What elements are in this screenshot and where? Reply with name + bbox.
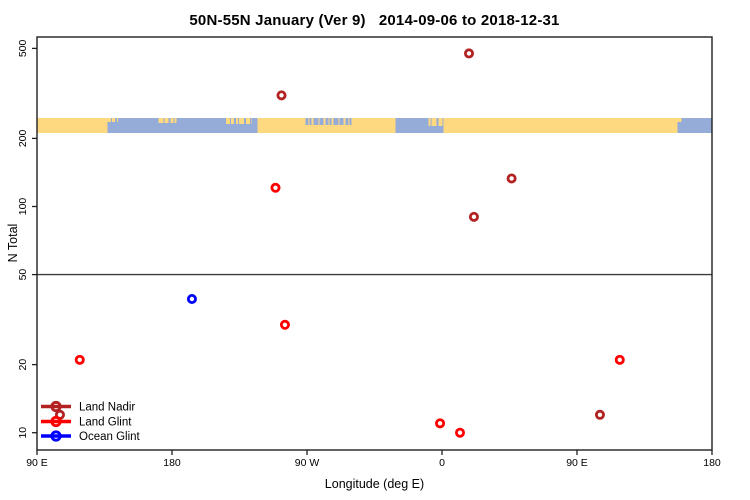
legend-label: Ocean Glint [79, 431, 141, 443]
data-point-land-glint [74, 354, 85, 365]
x-tick-label: 90 W [295, 457, 320, 469]
coastline-band-patch [239, 118, 244, 124]
coastline-band-patch [313, 118, 319, 125]
legend-marker [50, 415, 62, 428]
coastline-band-patch [438, 118, 443, 126]
x-tick-label: 0 [439, 457, 445, 469]
coastline-band-patch [345, 118, 349, 125]
y-tick-label: 200 [17, 129, 29, 147]
data-point-land-glint [279, 319, 290, 330]
y-tick-label: 100 [17, 198, 29, 216]
y-tick-label: 500 [17, 39, 29, 57]
coastline-band-patch [319, 118, 324, 125]
coastline-band-patch [677, 118, 682, 122]
data-point-land-nadir [463, 48, 474, 59]
data-point-land-glint [454, 427, 465, 438]
data-point-land-nadir [594, 409, 605, 420]
y-tick-label: 10 [17, 427, 29, 439]
coastline-band-patch [428, 118, 431, 126]
x-axis-title: Longitude (deg E) [324, 477, 425, 491]
coastline-band-segment [257, 118, 396, 133]
coastline-band-patch [107, 118, 111, 122]
data-point-land-nadir [506, 173, 517, 184]
x-tick-label: 90 E [26, 457, 48, 469]
coastline-band-patch [158, 118, 164, 123]
legend-marker [50, 400, 62, 413]
data-point-ocean-glint [186, 294, 197, 305]
coastline-band-patch [174, 118, 177, 123]
coastline-band-patch [333, 118, 339, 125]
data-point-land-nadir [468, 211, 479, 222]
coastline-band-patch [170, 118, 174, 123]
chart-title: 50N-55N January (Ver 9) 2014-09-06 to 20… [189, 12, 560, 29]
y-tick-label: 20 [17, 359, 29, 371]
x-tick-label: 180 [163, 457, 181, 469]
coastline-band-patch [349, 118, 352, 125]
coastline-band-patch [246, 118, 250, 124]
x-tick-label: 180 [703, 457, 721, 469]
coastline-band-patch [671, 118, 677, 122]
coastline-band-patch [325, 118, 329, 125]
coastline-band-segment [107, 118, 258, 133]
coastline-band-patch [431, 118, 437, 126]
data-point-land-nadir [276, 90, 287, 101]
y-axis-title: N Total [6, 223, 20, 263]
y-tick-label: 50 [17, 269, 29, 281]
data-point-land-glint [435, 418, 446, 429]
coastline-band-patch [117, 118, 118, 122]
x-tick-label: 90 E [566, 457, 588, 469]
coastline-band-patch [251, 118, 252, 124]
coastline-band-patch [305, 118, 309, 125]
legend-marker [50, 430, 62, 442]
coastline-band-patch [339, 118, 344, 125]
coastline-band-patch [329, 118, 332, 125]
coastline-band-segment [443, 118, 678, 133]
coastline-band-patch [100, 118, 105, 122]
coastline-band-segment [677, 118, 712, 133]
plot-border [36, 36, 713, 451]
data-point-land-glint [270, 182, 281, 193]
data-point-land-glint [614, 354, 625, 365]
coastline-band-patch [112, 118, 115, 122]
coastline-band-patch [236, 118, 238, 124]
coastline-band-patch [231, 118, 234, 124]
coastline-band-segment [37, 118, 108, 133]
coastline-band-patch [97, 118, 99, 122]
legend-label: Land Nadir [79, 402, 135, 414]
coastline-band-patch [164, 118, 169, 123]
legend-label: Land Glint [79, 417, 132, 429]
coastline-band-patch [309, 118, 312, 125]
coastline-band-patch [226, 118, 230, 124]
